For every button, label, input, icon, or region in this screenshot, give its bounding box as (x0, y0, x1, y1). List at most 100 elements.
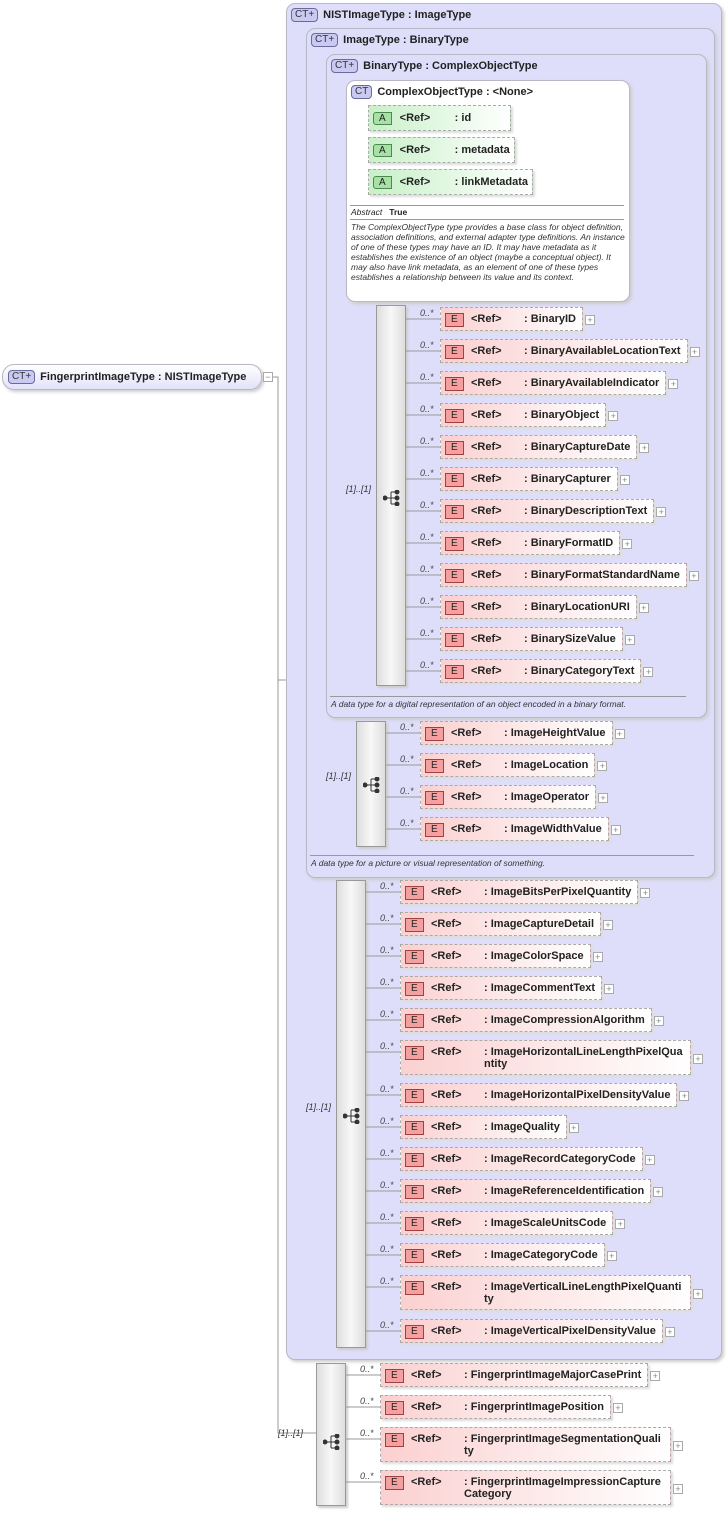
expand-icon[interactable]: + (639, 443, 650, 453)
expand-icon[interactable]: + (615, 1219, 626, 1229)
element-ImageHorizontalPixelDensityValue[interactable]: E <Ref>: ImageHorizontalPixelDensityValue (400, 1083, 678, 1107)
collapse-icon[interactable]: − (263, 372, 273, 382)
element-ImageCaptureDetail[interactable]: E <Ref>: ImageCaptureDetail (400, 912, 602, 936)
element-ImageHorizontalLineLengthPixelQuantity[interactable]: E <Ref>: ImageHorizontalLineLengthPixelQu… (400, 1040, 691, 1075)
element-BinaryObject[interactable]: E <Ref>: BinaryObject (440, 403, 607, 427)
expand-icon[interactable]: + (597, 761, 608, 771)
expand-icon[interactable]: + (584, 315, 595, 325)
image-sequence[interactable] (356, 721, 386, 847)
multiplicity-label: 0..* (420, 372, 434, 382)
expand-icon[interactable]: + (610, 825, 621, 835)
abstract-value: True (389, 207, 408, 217)
element-name: : ImageOperator (504, 791, 589, 803)
expand-icon[interactable]: + (693, 1288, 703, 1299)
expand-icon[interactable]: + (693, 1053, 703, 1064)
expand-icon[interactable]: + (638, 603, 649, 613)
expand-icon[interactable]: + (653, 1016, 664, 1026)
multiplicity-label: 0..* (380, 945, 394, 955)
element-ImageQuality[interactable]: E <Ref>: ImageQuality (400, 1115, 567, 1139)
element-BinaryCapturer[interactable]: E <Ref>: BinaryCapturer (440, 467, 618, 491)
expand-icon[interactable]: + (673, 1440, 683, 1451)
element-FingerprintImageSegmentationQuality[interactable]: E <Ref>: FingerprintImageSegmentationQual… (380, 1427, 671, 1462)
attribute-2[interactable]: A <Ref>: linkMetadata (368, 169, 533, 195)
expand-icon[interactable]: + (614, 729, 625, 739)
element-name-text: ImageRecordCategoryCode (490, 1153, 636, 1165)
attribute-0[interactable]: A <Ref>: id (368, 105, 511, 131)
element-ImageCategoryCode[interactable]: E <Ref>: ImageCategoryCode (400, 1243, 605, 1267)
expand-icon[interactable]: + (619, 475, 630, 485)
element-name: : BinaryCategoryText (524, 665, 635, 677)
element-ImageReferenceIdentification[interactable]: E <Ref>: ImageReferenceIdentification (400, 1179, 652, 1203)
expand-icon[interactable]: + (606, 1251, 617, 1261)
element-ImageVerticalLineLengthPixelQuantity[interactable]: E <Ref>: ImageVerticalLineLengthPixelQuan… (400, 1275, 691, 1310)
element-BinaryAvailableLocationText[interactable]: E <Ref>: BinaryAvailableLocationText (440, 339, 688, 363)
expand-icon[interactable]: + (592, 952, 603, 962)
expand-icon[interactable]: + (608, 411, 619, 421)
element-icon: E (405, 1325, 424, 1339)
expand-icon[interactable]: + (679, 1091, 690, 1101)
root-type-node[interactable]: CT+ FingerprintImageType : NISTImageType (2, 364, 262, 390)
expand-icon[interactable]: + (597, 793, 608, 803)
expand-icon[interactable]: + (612, 1403, 623, 1413)
divider (330, 696, 686, 697)
multiplicity-label: 0..* (380, 1041, 394, 1051)
element-ImageOperator[interactable]: E <Ref>: ImageOperator (420, 785, 596, 809)
expand-icon[interactable]: + (664, 1327, 675, 1337)
element-ImageLocation[interactable]: E <Ref>: ImageLocation (420, 753, 596, 777)
element-BinaryLocationURI[interactable]: E <Ref>: BinaryLocationURI (440, 595, 637, 619)
expand-icon[interactable]: + (688, 571, 699, 581)
attribute-ref: <Ref> (399, 176, 431, 188)
expand-icon[interactable]: + (644, 1155, 655, 1165)
element-ImageCompressionAlgorithm[interactable]: E <Ref>: ImageCompressionAlgorithm (400, 1008, 652, 1032)
element-BinarySizeValue[interactable]: E <Ref>: BinarySizeValue (440, 627, 623, 651)
element-BinaryAvailableIndicator[interactable]: E <Ref>: BinaryAvailableIndicator (440, 371, 667, 395)
expand-icon[interactable]: + (640, 888, 651, 898)
expand-icon[interactable]: + (622, 539, 633, 549)
element-ImageColorSpace[interactable]: E <Ref>: ImageColorSpace (400, 944, 591, 968)
element-ref: <Ref> (471, 665, 502, 677)
element-FingerprintImageMajorCasePrint[interactable]: E <Ref>: FingerprintImageMajorCasePrint (380, 1363, 649, 1387)
multiplicity-label: 0..* (380, 1084, 394, 1094)
expand-icon[interactable]: + (668, 379, 679, 389)
expand-icon[interactable]: + (603, 920, 614, 930)
element-FingerprintImagePosition[interactable]: E <Ref>: FingerprintImagePosition (380, 1395, 611, 1419)
element-ref: <Ref> (411, 1433, 442, 1445)
occurrence-label: [1]..[1] (278, 1428, 304, 1438)
element-BinaryFormatID[interactable]: E <Ref>: BinaryFormatID (440, 531, 621, 555)
element-ImageRecordCategoryCode[interactable]: E <Ref>: ImageRecordCategoryCode (400, 1147, 643, 1171)
element-name-text: BinaryObject (530, 409, 600, 421)
element-icon: E (385, 1476, 404, 1490)
expand-icon[interactable]: + (689, 347, 700, 357)
nist-sequence[interactable] (336, 880, 366, 1348)
attribute-1[interactable]: A <Ref>: metadata (368, 137, 515, 163)
expand-icon[interactable]: + (650, 1371, 661, 1381)
multiplicity-label: 0..* (420, 564, 434, 574)
expand-icon[interactable]: + (673, 1483, 683, 1494)
fingerprint-sequence[interactable] (316, 1363, 346, 1506)
multiplicity-label: 0..* (380, 1276, 394, 1286)
expand-icon[interactable]: + (656, 507, 667, 517)
element-ImageWidthValue[interactable]: E <Ref>: ImageWidthValue (420, 817, 609, 841)
complex-type-icon: CT (351, 85, 373, 99)
binary-sequence[interactable] (376, 305, 406, 686)
expand-icon[interactable]: + (624, 635, 635, 645)
element-BinaryCategoryText[interactable]: E <Ref>: BinaryCategoryText (440, 659, 642, 683)
expand-icon[interactable]: + (653, 1187, 664, 1197)
element-FingerprintImageImpressionCaptureCategory[interactable]: E <Ref>: FingerprintImageImpressionCaptur… (380, 1470, 671, 1505)
expand-icon[interactable]: + (643, 667, 654, 677)
element-ImageHeightValue[interactable]: E <Ref>: ImageHeightValue (420, 721, 613, 745)
expand-icon[interactable]: + (604, 984, 615, 994)
expand-icon[interactable]: + (568, 1123, 579, 1133)
element-ImageVerticalPixelDensityValue[interactable]: E <Ref>: ImageVerticalPixelDensityValue (400, 1319, 663, 1343)
element-BinaryID[interactable]: E <Ref>: BinaryID (440, 307, 583, 331)
element-BinaryCaptureDate[interactable]: E <Ref>: BinaryCaptureDate (440, 435, 638, 459)
multiplicity-label: 0..* (400, 818, 414, 828)
element-ImageBitsPerPixelQuantity[interactable]: E <Ref>: ImageBitsPerPixelQuantity (400, 880, 639, 904)
element-ImageCommentText[interactable]: E <Ref>: ImageCommentText (400, 976, 603, 1000)
element-BinaryFormatStandardName[interactable]: E <Ref>: BinaryFormatStandardName (440, 563, 687, 587)
element-BinaryDescriptionText[interactable]: E <Ref>: BinaryDescriptionText (440, 499, 655, 523)
image-description: A data type for a picture or visual repr… (311, 858, 546, 868)
element-ImageScaleUnitsCode[interactable]: E <Ref>: ImageScaleUnitsCode (400, 1211, 614, 1235)
